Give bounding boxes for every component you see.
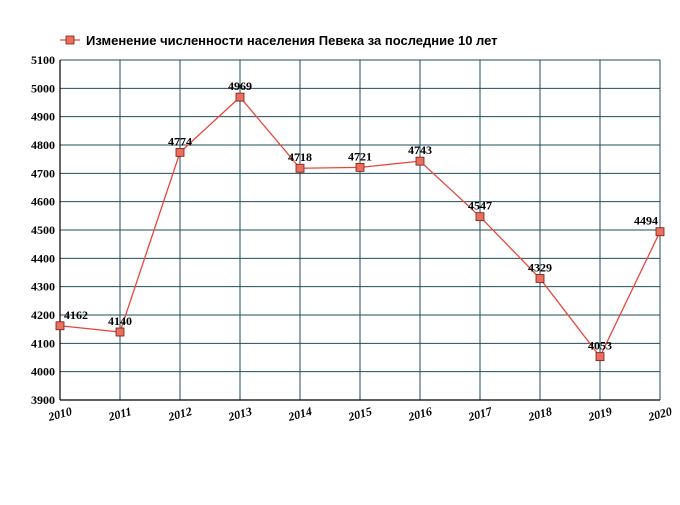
data-label: 4547	[468, 199, 492, 213]
x-tick-label: 2019	[586, 404, 614, 424]
y-tick-label: 4800	[31, 138, 55, 152]
x-tick-label: 2010	[46, 404, 74, 424]
y-tick-label: 5100	[31, 53, 55, 67]
x-axis-ticks: 2010 2011 2012 2013 2014 2015 2016 2017 2018 2019…	[46, 404, 674, 424]
y-tick-label: 4300	[31, 280, 55, 294]
legend: Изменение численности населения Певека з…	[60, 33, 498, 48]
legend-label: Изменение численности населения Певека з…	[86, 33, 498, 48]
series	[55, 92, 665, 362]
data-label: 4774	[168, 134, 192, 148]
data-point	[475, 212, 485, 222]
legend-marker	[65, 35, 75, 45]
y-tick-label: 4600	[31, 195, 55, 209]
data-label: 4743	[408, 143, 432, 157]
data-label: 4494	[634, 214, 658, 228]
y-tick-label: 3900	[31, 393, 55, 407]
data-label: 4162	[64, 308, 88, 322]
x-tick-label: 2011	[106, 404, 133, 424]
x-tick-label: 2020	[646, 404, 674, 424]
data-point	[535, 274, 545, 283]
data-labels: 4162 4140 4774 4969 4718 4721 4743 4547 4329 4053…	[64, 79, 658, 353]
data-point	[415, 156, 425, 166]
data-label: 4140	[108, 314, 132, 328]
data-label: 4053	[588, 339, 612, 353]
y-tick-label: 4900	[31, 110, 55, 124]
x-tick-label: 2018	[526, 404, 554, 424]
data-point	[655, 227, 665, 237]
data-label: 4329	[528, 260, 552, 274]
x-tick-label: 2017	[466, 404, 495, 424]
data-point	[355, 162, 365, 172]
y-tick-label: 4200	[31, 308, 55, 322]
y-tick-label: 4500	[31, 223, 55, 237]
data-point	[235, 92, 245, 102]
data-point	[55, 321, 65, 331]
y-tick-label: 5000	[31, 81, 55, 95]
y-tick-label: 4100	[31, 336, 55, 350]
y-axis-ticks: 3900 4000 4100 4200 4300 4400 4500 4600 4700 4800…	[31, 53, 55, 407]
x-tick-label: 2016	[406, 404, 434, 424]
data-label: 4969	[228, 79, 252, 93]
grid	[59, 59, 661, 401]
axes	[59, 60, 660, 401]
y-tick-label: 4400	[31, 251, 55, 265]
data-point	[595, 352, 605, 362]
x-tick-label: 2012	[166, 404, 194, 424]
data-label: 4721	[348, 149, 372, 163]
y-tick-label: 4000	[31, 365, 55, 379]
data-point	[295, 163, 305, 173]
data-point	[115, 327, 125, 337]
x-tick-label: 2013	[226, 404, 254, 424]
data-point	[175, 147, 185, 157]
data-label: 4718	[288, 150, 312, 164]
y-tick-label: 4700	[31, 166, 55, 180]
x-tick-label: 2014	[286, 404, 314, 424]
x-tick-label: 2015	[346, 404, 374, 424]
